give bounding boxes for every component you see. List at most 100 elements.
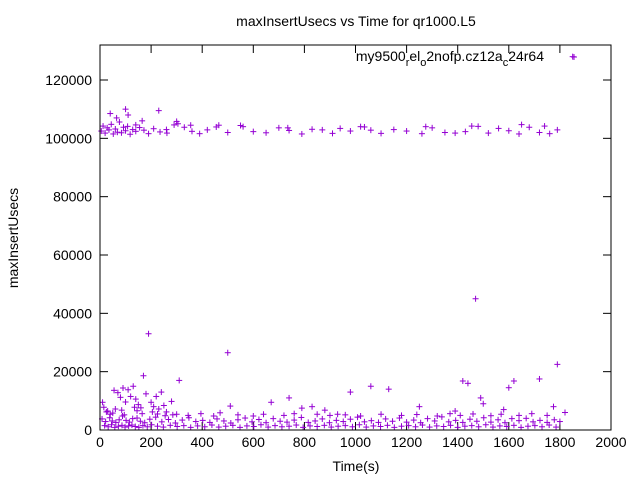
data-point bbox=[154, 423, 161, 430]
data-point bbox=[418, 130, 425, 137]
data-point bbox=[105, 126, 112, 133]
data-point bbox=[107, 110, 114, 117]
data-point bbox=[135, 424, 142, 431]
data-point bbox=[377, 423, 384, 430]
data-point bbox=[136, 124, 143, 131]
data-point bbox=[275, 124, 282, 131]
data-point bbox=[250, 128, 257, 135]
data-point bbox=[132, 121, 139, 128]
data-point bbox=[403, 419, 410, 426]
data-point bbox=[333, 417, 340, 424]
data-point bbox=[356, 421, 363, 428]
data-point bbox=[536, 375, 543, 382]
data-point bbox=[541, 123, 548, 130]
data-point bbox=[340, 418, 347, 425]
data-point bbox=[544, 412, 551, 419]
data-point bbox=[150, 125, 157, 132]
data-point bbox=[472, 295, 479, 302]
data-point bbox=[321, 407, 328, 414]
data-point bbox=[105, 423, 112, 430]
data-point bbox=[309, 126, 316, 133]
data-point bbox=[526, 124, 533, 131]
data-point bbox=[268, 399, 275, 406]
data-point bbox=[163, 130, 170, 137]
data-point bbox=[326, 419, 333, 426]
data-point bbox=[127, 393, 134, 400]
data-point bbox=[240, 123, 247, 130]
data-point bbox=[100, 404, 107, 411]
data-point bbox=[192, 418, 199, 425]
data-point bbox=[102, 418, 109, 425]
data-point bbox=[378, 411, 385, 418]
data-point bbox=[158, 389, 165, 396]
data-point bbox=[280, 412, 287, 419]
data-point bbox=[314, 411, 321, 418]
y-tick-label: 100000 bbox=[45, 130, 92, 146]
data-point bbox=[220, 417, 227, 424]
data-point bbox=[416, 403, 423, 410]
data-point bbox=[485, 130, 492, 137]
data-point bbox=[117, 394, 124, 401]
data-point bbox=[128, 422, 135, 429]
data-point bbox=[314, 423, 321, 430]
data-point bbox=[116, 416, 123, 423]
data-point bbox=[162, 412, 169, 419]
data-point bbox=[454, 424, 461, 431]
data-point bbox=[112, 406, 119, 412]
data-point bbox=[424, 415, 431, 422]
y-axis-label: maxInsertUsecs bbox=[5, 188, 21, 288]
data-point bbox=[516, 417, 523, 424]
data-point bbox=[257, 421, 264, 428]
x-tick-label: 1400 bbox=[442, 434, 473, 450]
data-point bbox=[158, 418, 165, 425]
data-point bbox=[389, 418, 396, 425]
data-point bbox=[298, 405, 305, 412]
legend-marker bbox=[571, 54, 577, 60]
data-point bbox=[361, 123, 368, 130]
chart-title: maxInsertUsecs vs Time for qr1000.L5 bbox=[236, 13, 476, 29]
data-point bbox=[126, 419, 133, 426]
data-point bbox=[498, 411, 505, 418]
data-point bbox=[462, 128, 469, 135]
data-point bbox=[107, 411, 114, 418]
data-point bbox=[119, 385, 126, 391]
data-point bbox=[112, 419, 119, 426]
data-point bbox=[215, 122, 222, 129]
data-point bbox=[536, 129, 543, 136]
data-point bbox=[326, 412, 333, 419]
data-point bbox=[118, 129, 125, 136]
data-point bbox=[434, 413, 441, 419]
data-point bbox=[187, 122, 194, 129]
data-point bbox=[510, 422, 517, 429]
data-point bbox=[468, 422, 475, 429]
data-point bbox=[148, 399, 155, 406]
data-point bbox=[148, 421, 155, 428]
data-point bbox=[277, 418, 284, 425]
data-point bbox=[125, 386, 132, 393]
data-point bbox=[495, 416, 502, 423]
data-point bbox=[384, 422, 391, 429]
data-point bbox=[291, 417, 298, 424]
data-point bbox=[214, 415, 221, 422]
data-point bbox=[104, 408, 111, 415]
data-point bbox=[217, 409, 224, 416]
data-point bbox=[137, 418, 144, 425]
data-point bbox=[466, 416, 473, 423]
data-point bbox=[510, 378, 517, 384]
data-point bbox=[551, 416, 558, 423]
data-point bbox=[122, 127, 129, 134]
data-point bbox=[487, 412, 494, 419]
data-point bbox=[556, 418, 563, 425]
data-point bbox=[438, 413, 445, 420]
data-point bbox=[329, 130, 336, 137]
data-point bbox=[124, 123, 131, 130]
data-point bbox=[278, 423, 285, 430]
data-point bbox=[447, 422, 454, 429]
data-point bbox=[263, 129, 270, 136]
data-point bbox=[305, 419, 312, 426]
data-point bbox=[260, 411, 267, 418]
scatter-points bbox=[98, 53, 576, 431]
data-point bbox=[174, 423, 181, 430]
data-point bbox=[106, 414, 113, 421]
data-point bbox=[328, 424, 335, 431]
